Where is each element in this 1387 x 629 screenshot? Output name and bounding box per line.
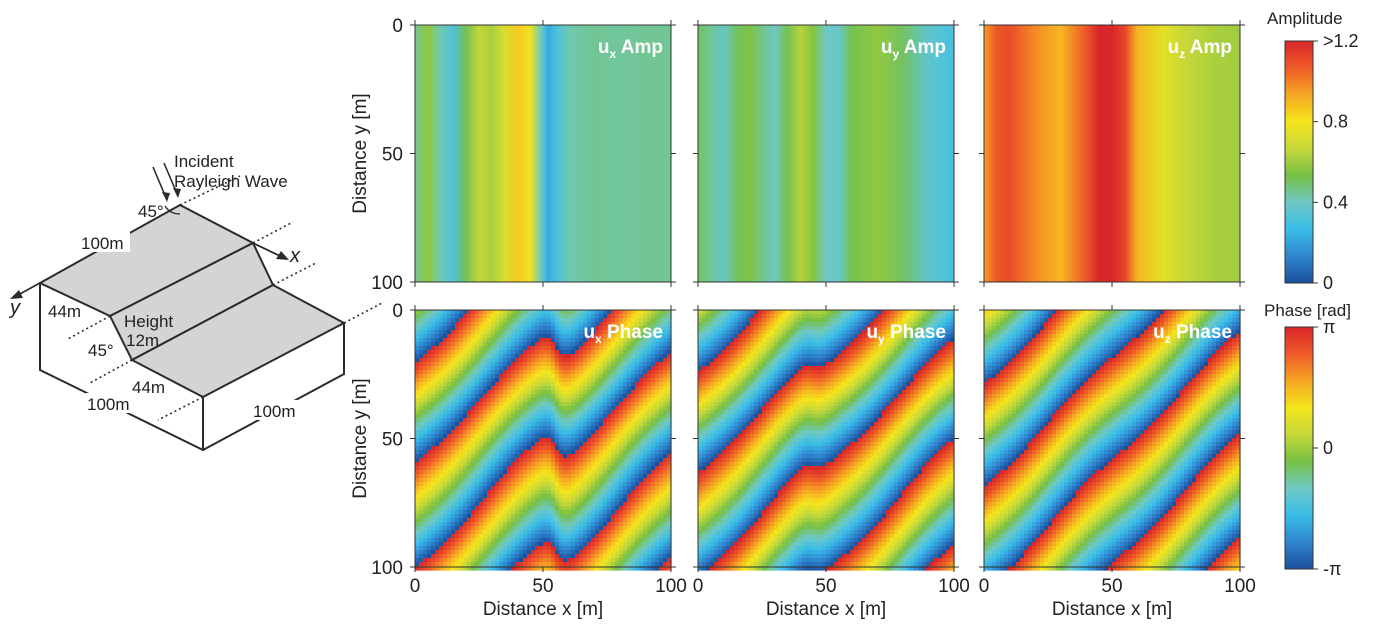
x-tick-label: 100 [1224, 576, 1256, 597]
dim-left-label: 44m [48, 302, 81, 321]
heatmap-panels: ux Amp 0 50 100 Distance y [m] uy Amp uz Amp ux… [350, 16, 1256, 620]
colorbar-tick-label: π [1323, 317, 1335, 337]
x-axis-label: Distance x [m] [766, 599, 886, 620]
height-label: Height [124, 312, 173, 331]
x-axis-arrowhead [276, 251, 289, 260]
heatmap-field [698, 310, 955, 571]
y-axis-arrowhead [10, 290, 23, 299]
terrain-diagram [37, 162, 347, 452]
colorbar-tick-label: 0 [1323, 273, 1333, 293]
y-tick-label: 50 [382, 145, 403, 166]
y-tick-label: 0 [392, 301, 403, 322]
colorbar-tick-label: 0.4 [1323, 192, 1348, 212]
panel-z-phase: uz Phase 0 50 100 Distance x [m] [979, 305, 1256, 620]
y-tick-label: 100 [371, 273, 403, 294]
guide-left-44 [65, 315, 111, 341]
amplitude-colorbar: Amplitude >1.2 0.8 0.4 0 [1267, 9, 1359, 293]
angle-slope-label: 45° [88, 341, 114, 360]
y-axis-label: Distance y [m] [350, 378, 371, 498]
diagram-labels: Incident Rayleigh Wave 45° 100m x y 44m … [8, 152, 302, 421]
x-tick-label: 0 [979, 576, 990, 597]
guide-front-44 [157, 396, 204, 421]
angle-top-label: 45° [138, 202, 164, 221]
x-tick-label: 50 [815, 576, 836, 597]
y-axis-label: Distance y [m] [350, 93, 371, 213]
panel-title: uy Amp [881, 37, 946, 61]
x-tick-label: 100 [655, 576, 687, 597]
guide-slope-bottom [272, 262, 317, 286]
colorbar-tick-label: 0 [1323, 438, 1333, 458]
x-axis-label: Distance x [m] [1052, 599, 1172, 620]
panel-title: ux Phase [583, 322, 663, 346]
amplitude-colorbar-title: Amplitude [1267, 9, 1343, 28]
x-axis-arrow-line [252, 242, 281, 257]
y-axis-arrow-line [17, 282, 41, 296]
incident-label: Incident [174, 152, 234, 171]
heatmap-field [415, 25, 671, 282]
rayleigh-label: Rayleigh Wave [174, 172, 288, 191]
x-tick-label: 100 [938, 576, 970, 597]
panel-title: uz Amp [1168, 37, 1232, 61]
phase-colorbar-ticks: π 0 -π [1313, 317, 1341, 579]
dim-top-label: 100m [81, 234, 124, 253]
x-tick-label: 50 [532, 576, 553, 597]
x-tick-label: 0 [410, 576, 421, 597]
y-axis-label: y [8, 297, 21, 319]
y-tick-label: 100 [371, 558, 403, 579]
diagram-axes [10, 242, 289, 299]
panel-y-amplitude: uy Amp [693, 20, 959, 287]
colorbar-tick-label: -π [1323, 559, 1341, 579]
x-tick-label: 50 [1101, 576, 1122, 597]
incident-arrowhead-2 [173, 188, 181, 198]
panel-title: uz Phase [1153, 322, 1232, 346]
incident-arrowhead-1 [162, 192, 170, 202]
height-value-label: 12m [126, 331, 159, 350]
dim-front-label: 44m [132, 378, 165, 397]
panel-title: uy Phase [866, 322, 946, 346]
guide-slope-front [87, 359, 133, 385]
heatmap-field [415, 310, 672, 571]
panel-x-amplitude: ux Amp 0 50 100 Distance y [m] [350, 16, 676, 294]
phase-colorbar-gradient [1284, 326, 1314, 570]
incident-angle-arc [164, 205, 181, 215]
phase-colorbar: Phase [rad] π 0 -π [1264, 301, 1351, 579]
amplitude-colorbar-ticks: >1.2 0.8 0.4 0 [1313, 31, 1359, 293]
panel-x-phase: ux Phase 0 50 100 0 50 100 Distance x [m] Distan… [350, 301, 687, 620]
x-axis-label: Distance x [m] [483, 599, 603, 620]
y-tick-label: 50 [382, 430, 403, 451]
guide-right [343, 301, 385, 324]
dim-top-bg [80, 232, 130, 252]
y-tick-label: 0 [392, 16, 403, 37]
dim-bottom-left-bg [86, 393, 136, 413]
x-tick-label: 0 [693, 576, 704, 597]
amplitude-colorbar-gradient [1284, 40, 1314, 284]
guide-x-axis [252, 221, 294, 244]
diagram-dotted-guides [65, 175, 385, 421]
heatmap-field [984, 25, 1240, 282]
dim-bottom-right-label: 100m [253, 402, 296, 421]
dim-bottom-left-label: 100m [87, 395, 130, 414]
panel-y-phase: uy Phase 0 50 100 Distance x [m] [693, 305, 970, 620]
phase-colorbar-title: Phase [rad] [1264, 301, 1351, 320]
panel-title: ux Amp [598, 37, 663, 61]
heatmap-field [698, 25, 954, 282]
dim-bottom-right-bg [252, 400, 302, 420]
colorbar-tick-label: >1.2 [1323, 31, 1359, 51]
guide-top [179, 175, 241, 206]
colorbar-tick-label: 0.8 [1323, 112, 1348, 132]
heatmap-field [984, 310, 1241, 571]
panel-z-amplitude: uz Amp [979, 20, 1245, 287]
x-axis-label: x [289, 245, 301, 267]
